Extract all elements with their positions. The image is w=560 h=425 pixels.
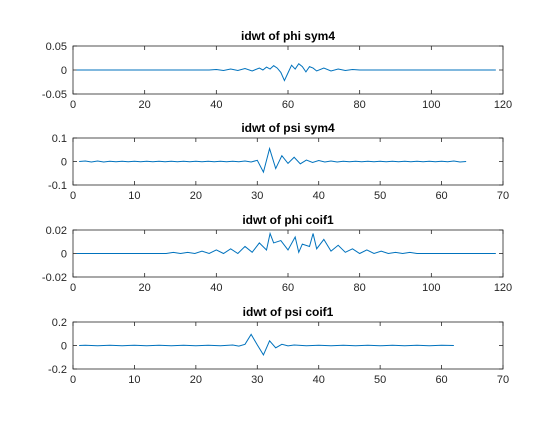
x-tick-label: 100	[422, 282, 440, 294]
x-tick-label: 40	[210, 282, 222, 294]
y-tick-label: 0.05	[46, 41, 67, 53]
x-tick-label: 40	[313, 374, 325, 386]
x-tick-label: 50	[374, 190, 386, 202]
x-tick-label: 60	[282, 99, 294, 111]
y-tick-label: 0.2	[52, 317, 67, 329]
x-tick-label: 20	[190, 374, 202, 386]
series-line	[76, 63, 496, 82]
x-tick-label: 30	[251, 374, 263, 386]
subplot-title: idwt of phi coif1	[242, 213, 334, 227]
subplot-title: idwt of psi sym4	[241, 121, 335, 135]
y-tick-label: -0.2	[48, 364, 67, 376]
series-line	[79, 333, 454, 356]
y-tick-label: -0.02	[42, 272, 67, 284]
y-tick-label: 0	[61, 341, 67, 353]
x-tick-label: 0	[70, 374, 76, 386]
subplot-title: idwt of phi sym4	[241, 29, 335, 43]
x-tick-label: 70	[497, 374, 509, 386]
subplot-title: idwt of psi coif1	[243, 305, 334, 319]
x-tick-label: 20	[190, 190, 202, 202]
series-line	[79, 146, 467, 174]
y-tick-label: 0	[61, 157, 67, 169]
x-tick-label: 60	[435, 190, 447, 202]
y-tick-label: 0.1	[52, 133, 67, 145]
x-tick-label: 40	[210, 99, 222, 111]
x-tick-label: 80	[354, 99, 366, 111]
x-tick-label: 60	[435, 374, 447, 386]
x-tick-label: 70	[497, 190, 509, 202]
y-tick-label: -0.05	[42, 89, 67, 101]
x-tick-label: 20	[139, 99, 151, 111]
y-tick-label: -0.1	[48, 180, 67, 192]
x-tick-label: 10	[128, 374, 140, 386]
x-tick-label: 40	[313, 190, 325, 202]
x-tick-label: 80	[354, 282, 366, 294]
x-tick-label: 30	[251, 190, 263, 202]
x-tick-label: 120	[494, 99, 512, 111]
x-tick-label: 10	[128, 190, 140, 202]
x-tick-label: 0	[70, 282, 76, 294]
x-tick-label: 50	[374, 374, 386, 386]
y-tick-label: 0.02	[46, 225, 67, 237]
x-tick-label: 60	[282, 282, 294, 294]
x-tick-label: 20	[139, 282, 151, 294]
x-tick-label: 100	[422, 99, 440, 111]
x-tick-label: 0	[70, 99, 76, 111]
series-line	[76, 231, 496, 255]
x-tick-label: 0	[70, 190, 76, 202]
x-tick-label: 120	[494, 282, 512, 294]
y-tick-label: 0	[61, 65, 67, 77]
y-tick-label: 0	[61, 249, 67, 261]
